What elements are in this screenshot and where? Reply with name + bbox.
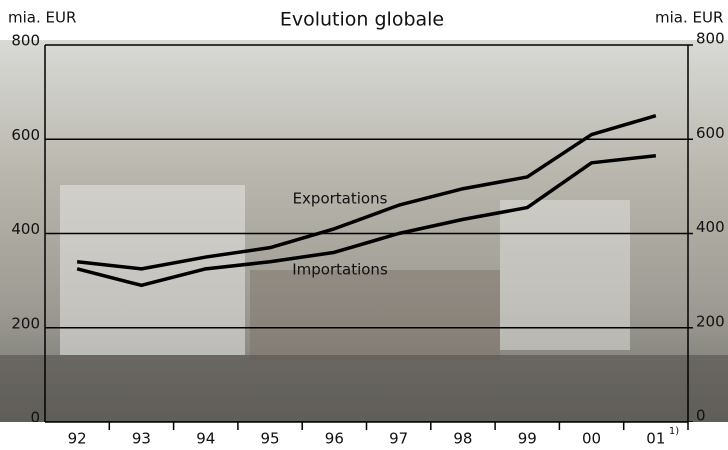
- series-label: Importations: [292, 261, 388, 279]
- y2-tick-label: 200: [696, 312, 725, 330]
- y-tick-label: 200: [11, 314, 40, 332]
- y2-tick-label: 0: [696, 407, 706, 425]
- x-tick-label: 01: [646, 430, 665, 448]
- y2-tick-label: 800: [696, 30, 725, 48]
- series-label: Exportations: [293, 190, 388, 208]
- y-tick-label: 400: [11, 220, 40, 238]
- x-tick-label: 98: [453, 430, 472, 448]
- x-tick-label: 97: [389, 430, 408, 448]
- y2-axis-label: mia. EUR: [655, 9, 723, 27]
- x-axis-band: [0, 422, 728, 450]
- ship-shape: [60, 185, 245, 355]
- chart-title: Evolution globale: [280, 9, 444, 31]
- x-tick-label: 94: [196, 430, 215, 448]
- footnote-marker: 1): [669, 426, 679, 437]
- x-tick-label: 92: [68, 430, 87, 448]
- x-tick-label: 00: [582, 430, 601, 448]
- x-tick-label: 93: [132, 430, 151, 448]
- series-line: [76, 114, 657, 271]
- y-axis-label: mia. EUR: [8, 9, 76, 27]
- y-tick-label: 600: [11, 126, 40, 144]
- hull-shape: [0, 355, 728, 425]
- series-line: [76, 154, 657, 288]
- y2-tick-label: 400: [696, 218, 725, 236]
- x-tick-label: 95: [261, 430, 280, 448]
- x-tick-label: 96: [325, 430, 344, 448]
- x-tick-label: 99: [518, 430, 537, 448]
- y-tick-label: 0: [30, 409, 40, 427]
- container-shape: [250, 270, 500, 360]
- y2-tick-label: 600: [696, 124, 725, 142]
- y-tick-label: 800: [11, 32, 40, 50]
- ship-shape: [500, 200, 630, 350]
